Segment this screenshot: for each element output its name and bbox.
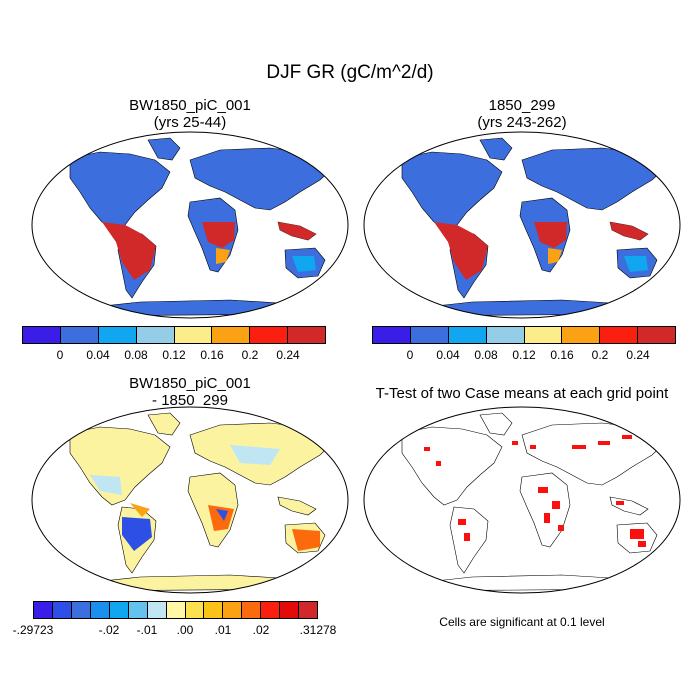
colorbar-swatch [166,602,186,618]
panel-title-case1: BW1850_piC_001 (yrs 25-44) [30,97,350,131]
colorbar-tick-label: 0.16 [200,348,224,362]
colorbar-swatch [23,327,61,343]
colorbar-tick-label: 0.08 [474,348,498,362]
colorbar-tick-label: 0.24 [626,348,650,362]
colorbar-tick-label: 0.2 [591,348,609,362]
panel-title-case1-line1: BW1850_piC_001 [129,97,251,114]
colorbar-tick-label: 0 [406,348,414,362]
colorbar-swatch [288,327,325,343]
colorbar-swatch [223,602,243,618]
colorbar-swatch [109,602,129,618]
colorbar-swatch [185,602,205,618]
panel-title-case2-line1: 1850_299 [488,97,556,114]
colorbar-swatch [261,602,281,618]
colorbar-tick-label: 0.24 [276,348,300,362]
map-diff [31,406,349,594]
colorbar-swatch [174,327,213,343]
colorbar-tick-label: .02 [252,623,270,637]
colorbar-tick-label: -.29723 [12,623,54,637]
colorbar-tick-label: 0 [56,348,64,362]
colorbar-swatch [600,327,639,343]
colorbar-tick-label: 0.16 [550,348,574,362]
panel-title-diff: BW1850_piC_001 - 1850_299 [30,375,350,409]
colorbar-tick-label: 0.04 [436,348,460,362]
map-case1 [31,131,349,319]
colorbar-swatch [136,327,175,343]
colorbar-swatch [242,602,262,618]
panel-title-case2-line2: (yrs 243-262) [477,114,567,131]
panel-title-diff-line1: BW1850_piC_001 [129,375,251,392]
panel-title-ttest: T-Test of two Case means at each grid po… [375,385,669,402]
colorbar-tick-label: .31278 [299,623,337,637]
panel-title-case2: 1850_299 (yrs 243-262) [362,97,682,131]
colorbar-tick-label: 0.04 [86,348,110,362]
colorbar-case1 [22,326,326,344]
map-case2 [363,131,681,319]
colorbar-swatch [52,602,72,618]
colorbar-tick-label: 0.12 [162,348,186,362]
colorbar-swatch [486,327,525,343]
colorbar-swatch [98,327,137,343]
colorbar-swatch [90,602,110,618]
colorbar-swatch [448,327,487,343]
colorbar-swatch [128,602,148,618]
colorbar-swatch [299,602,318,618]
colorbar-tick-label: 0.12 [512,348,536,362]
colorbar-swatch [524,327,563,343]
ttest-note: Cells are significant at 0.1 level [439,615,605,629]
map-ttest [363,406,681,594]
panel-title-case1-line2: (yrs 25-44) [153,114,227,131]
colorbar-swatch [373,327,411,343]
colorbar-tick-label: -.01 [136,623,158,637]
colorbar-swatch [562,327,601,343]
figure-title: DJF GR (gC/m^2/d) [266,62,434,83]
colorbar-swatch [410,327,449,343]
colorbar-diff [33,601,318,619]
colorbar-swatch [60,327,99,343]
colorbar-swatch [638,327,675,343]
colorbar-swatch [280,602,300,618]
colorbar-case2 [372,326,676,344]
colorbar-swatch [204,602,224,618]
colorbar-tick-label: 0.08 [124,348,148,362]
colorbar-tick-label: 0.2 [241,348,259,362]
colorbar-tick-label: .01 [214,623,232,637]
colorbar-tick-label: -.02 [98,623,120,637]
panel-title-diff-line2: - 1850_299 [152,392,228,409]
colorbar-swatch [34,602,53,618]
colorbar-swatch [212,327,251,343]
colorbar-swatch [71,602,91,618]
colorbar-swatch [250,327,289,343]
colorbar-swatch [147,602,167,618]
colorbar-tick-label: .00 [176,623,194,637]
